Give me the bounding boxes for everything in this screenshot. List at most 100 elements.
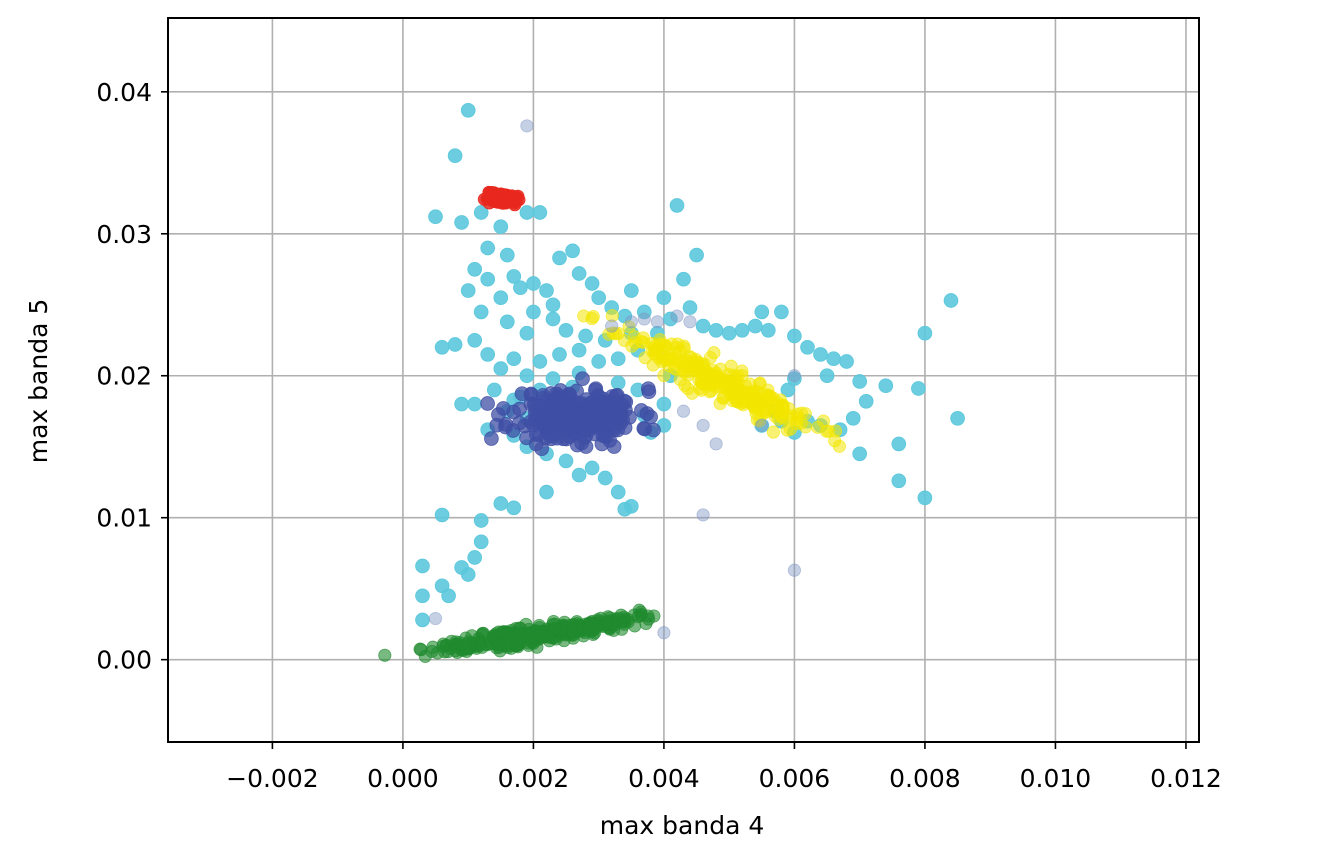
data-point bbox=[531, 427, 547, 442]
data-point bbox=[519, 368, 535, 384]
data-point bbox=[519, 325, 535, 341]
data-point bbox=[533, 628, 547, 642]
data-point bbox=[571, 266, 587, 281]
data-point bbox=[558, 453, 574, 469]
data-point bbox=[819, 368, 835, 384]
data-point bbox=[570, 617, 584, 631]
data-point bbox=[473, 205, 489, 220]
data-point bbox=[610, 484, 626, 500]
data-point bbox=[647, 339, 661, 353]
data-point bbox=[480, 347, 496, 362]
data-point bbox=[708, 322, 724, 338]
data-point bbox=[656, 396, 672, 412]
data-point bbox=[766, 425, 780, 439]
data-point bbox=[663, 311, 678, 327]
data-point bbox=[467, 332, 483, 348]
y-tick-label: 0.02 bbox=[96, 362, 152, 391]
data-point bbox=[695, 318, 711, 334]
data-point bbox=[441, 588, 456, 604]
data-point bbox=[787, 371, 802, 386]
data-point bbox=[610, 422, 626, 438]
data-point bbox=[828, 424, 843, 438]
data-point bbox=[696, 376, 710, 390]
y-axis-title: max banda 5 bbox=[24, 299, 53, 464]
data-point bbox=[467, 261, 483, 277]
data-point bbox=[670, 309, 684, 323]
data-point bbox=[689, 355, 703, 369]
data-point bbox=[721, 325, 737, 341]
data-point bbox=[657, 626, 671, 640]
data-point bbox=[499, 314, 515, 330]
data-point bbox=[571, 342, 587, 358]
data-point bbox=[520, 119, 534, 133]
y-tick-label: 0.04 bbox=[96, 78, 152, 107]
data-point bbox=[891, 436, 907, 452]
data-point bbox=[415, 588, 430, 604]
data-point bbox=[682, 300, 698, 315]
x-tick-label: 0.010 bbox=[1020, 764, 1092, 793]
data-point bbox=[480, 396, 495, 411]
data-point bbox=[578, 328, 593, 344]
x-tick-label: 0.004 bbox=[628, 764, 700, 793]
data-point bbox=[546, 414, 562, 430]
data-point bbox=[677, 359, 691, 373]
data-point bbox=[566, 419, 582, 434]
data-point bbox=[493, 219, 509, 235]
data-point bbox=[813, 347, 828, 362]
data-point bbox=[460, 283, 476, 298]
data-point bbox=[787, 369, 801, 383]
data-point bbox=[891, 473, 907, 489]
data-point bbox=[747, 318, 763, 334]
data-point bbox=[428, 209, 443, 225]
data-point bbox=[754, 304, 770, 320]
data-point bbox=[532, 205, 548, 220]
data-point bbox=[628, 619, 642, 633]
x-tick-label: 0.002 bbox=[498, 764, 570, 793]
data-point bbox=[728, 391, 742, 405]
x-tick-label: −0.002 bbox=[226, 764, 319, 793]
data-point bbox=[943, 293, 959, 308]
data-point bbox=[434, 507, 450, 523]
data-point bbox=[696, 508, 710, 522]
data-point bbox=[852, 374, 868, 389]
data-point bbox=[565, 243, 580, 259]
data-point bbox=[532, 354, 548, 369]
data-point bbox=[845, 410, 861, 426]
data-point bbox=[415, 612, 430, 628]
data-point bbox=[519, 205, 535, 220]
data-point bbox=[911, 381, 926, 396]
data-point bbox=[499, 637, 513, 652]
data-point bbox=[826, 351, 841, 367]
data-point bbox=[547, 621, 562, 636]
data-point bbox=[750, 393, 764, 407]
data-point bbox=[617, 610, 631, 624]
data-point bbox=[624, 315, 638, 329]
data-point bbox=[473, 513, 489, 528]
data-point bbox=[641, 384, 657, 400]
data-point bbox=[591, 354, 607, 369]
data-point bbox=[574, 435, 589, 451]
data-point bbox=[623, 283, 639, 298]
data-point bbox=[480, 271, 496, 287]
data-point bbox=[572, 404, 588, 420]
data-point bbox=[734, 322, 750, 338]
data-point bbox=[708, 371, 722, 385]
data-point bbox=[676, 271, 691, 287]
data-point bbox=[709, 437, 723, 451]
y-axis-ticks: 0.00 0.01 0.02 0.03 0.04 bbox=[96, 78, 168, 675]
data-point bbox=[447, 337, 463, 352]
data-point bbox=[606, 439, 622, 454]
x-tick-label: 0.012 bbox=[1150, 764, 1222, 793]
data-point bbox=[634, 403, 649, 418]
data-point bbox=[755, 418, 769, 432]
data-point bbox=[878, 378, 894, 394]
data-point bbox=[530, 640, 544, 654]
data-point bbox=[605, 309, 619, 323]
data-point bbox=[559, 394, 574, 409]
series-2 bbox=[577, 309, 846, 453]
data-point bbox=[496, 196, 510, 210]
data-point bbox=[591, 290, 607, 306]
data-point bbox=[571, 467, 587, 483]
data-point bbox=[575, 371, 590, 387]
series-1 bbox=[480, 371, 661, 457]
